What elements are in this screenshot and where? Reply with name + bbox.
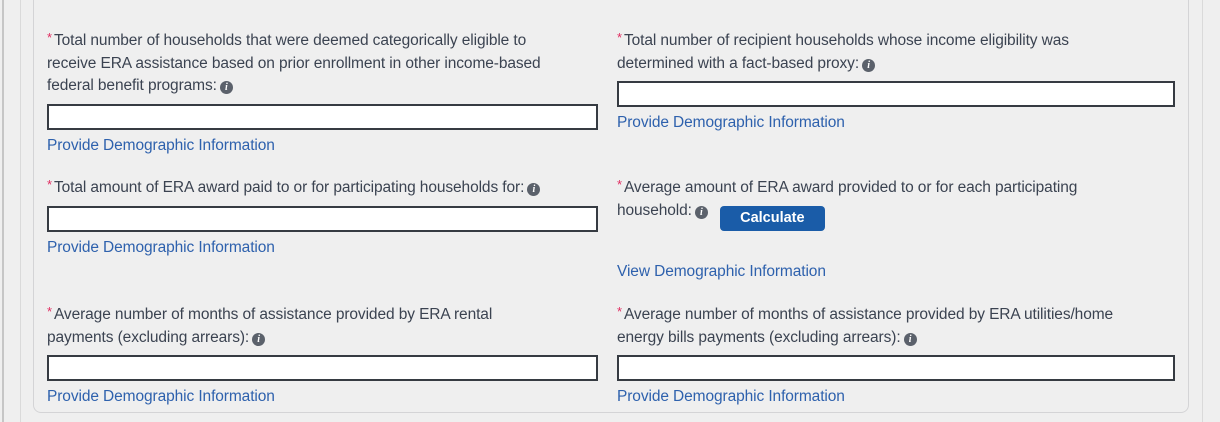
view-demographic-link[interactable]: View Demographic Information [617,262,826,280]
info-glyph: i [867,59,870,71]
label-text: energy bills payments (excluding arrears… [617,328,901,346]
info-glyph: i [908,333,912,345]
label-text: Average number of months of assistance p… [53,306,493,323]
field-label: * Total number of recipient households wh… [617,27,1175,75]
label-text: determined with a fact-based proxy: [617,54,860,72]
field-label: * Total amount of ERA award paid to or fo… [47,174,598,200]
card-right-border [1202,0,1203,422]
required-asterisk: * [617,304,622,319]
field-group-categorically-eligible-households: * Total number of households that were de… [47,27,598,155]
required-asterisk: * [47,30,52,45]
field-group-total-era-award-amount: * Total amount of ERA award paid to or fo… [47,174,598,257]
required-asterisk: * [617,30,622,45]
label-text: federal benefit programs: [47,77,217,94]
info-icon[interactable]: i [694,205,708,219]
required-asterisk: * [47,177,52,192]
provide-demographic-link[interactable]: Provide Demographic Information [47,388,275,405]
info-icon[interactable]: i [527,183,541,196]
field-label: * Average number of months of assistance … [617,301,1175,349]
field-label: * Total number of households that were de… [47,27,598,98]
card-left-border [20,0,21,422]
label-text: payments (excluding arrears): [47,328,250,346]
info-glyph: i [532,184,536,195]
fact-based-proxy-households-input[interactable] [617,81,1175,107]
field-label: * Average amount of ERA award provided to… [617,174,1077,231]
label-text: Total number of households that were dee… [53,32,527,49]
info-glyph: i [257,333,260,345]
field-group-avg-months-utilities-assistance: * Average number of months of assistance … [617,301,1175,406]
info-icon[interactable]: i [252,332,266,346]
info-glyph: i [224,82,228,93]
provide-demographic-link[interactable]: Provide Demographic Information [617,114,845,131]
info-icon[interactable]: i [903,332,917,346]
label-text: Total amount of ERA award paid to or for… [53,179,525,196]
field-label: * Average number of months of assistance … [47,301,598,349]
info-icon[interactable]: i [862,58,876,72]
avg-months-utilities-assistance-input[interactable] [617,355,1175,381]
info-glyph: i [700,206,703,218]
provide-demographic-link[interactable]: Provide Demographic Information [47,136,275,154]
provide-demographic-link[interactable]: Provide Demographic Information [617,388,845,405]
calculate-button[interactable]: Calculate [719,205,825,231]
field-group-avg-months-rental-assistance: * Average number of months of assistance … [47,301,598,406]
page-edge-line [2,0,4,422]
label-text: household: [617,201,692,219]
provide-demographic-link[interactable]: Provide Demographic Information [47,238,275,256]
total-era-award-amount-input[interactable] [47,205,598,232]
label-text: Total number of recipient households who… [623,32,1069,49]
field-group-average-era-award-amount: * Average amount of ERA award provided to… [617,174,1077,281]
label-text: Average amount of ERA award provided to … [623,179,1078,196]
required-asterisk: * [617,177,622,192]
field-group-fact-based-proxy-households: * Total number of recipient households wh… [617,27,1175,132]
categorically-eligible-households-input[interactable] [47,103,598,130]
label-text: Average number of months of assistance p… [623,306,1114,323]
info-icon[interactable]: i [219,81,233,94]
required-asterisk: * [47,304,52,319]
avg-months-rental-assistance-input[interactable] [47,355,598,381]
label-text: receive ERA assistance based on prior en… [47,54,541,72]
